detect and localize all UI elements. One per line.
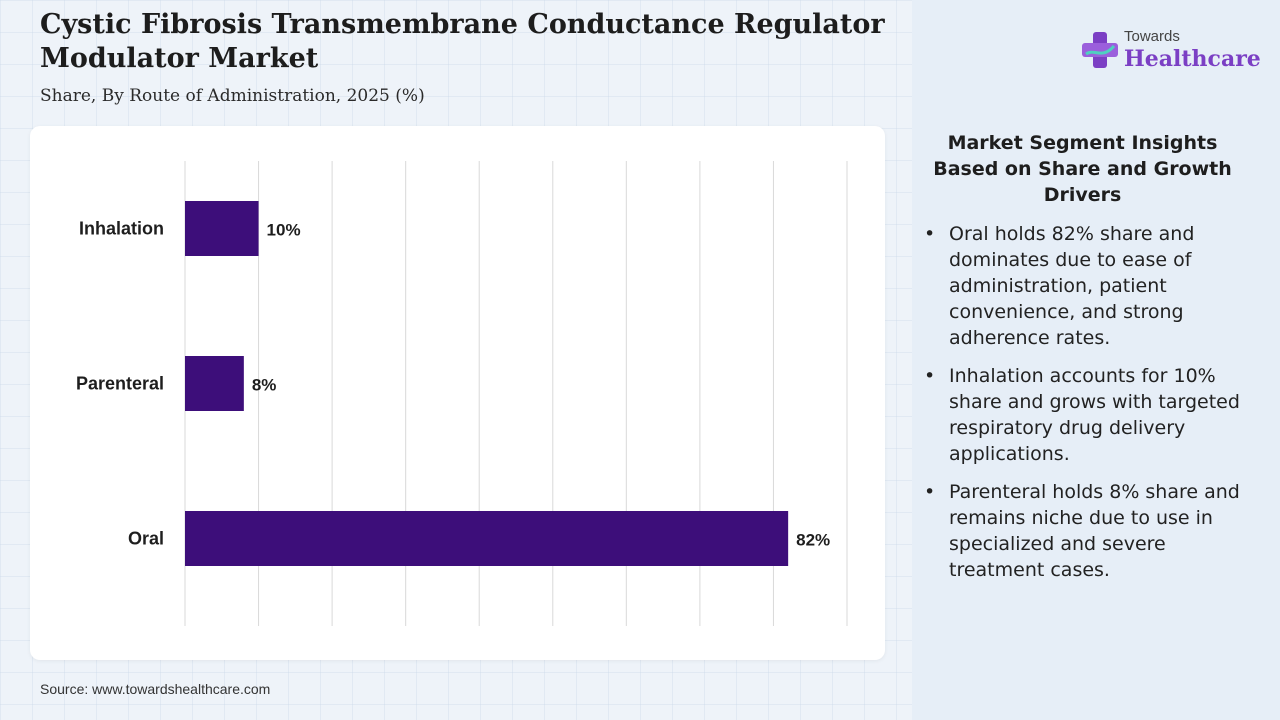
insights-panel-background xyxy=(912,0,1280,720)
insight-item-oral: Oral holds 82% share and dominates due t… xyxy=(924,221,1254,351)
data-label: 10% xyxy=(267,221,301,240)
logo: Towards Healthcare xyxy=(1080,26,1261,78)
insight-item-parenteral: Parenteral holds 8% share and remains ni… xyxy=(924,479,1254,583)
insights-list: Oral holds 82% share and dominates due t… xyxy=(924,221,1254,595)
bar-oral xyxy=(185,511,789,566)
logo-text-main: Healthcare xyxy=(1124,46,1261,72)
bar-inhalation xyxy=(185,201,259,256)
chart-card: Inhalation 10% Parenteral 8% Oral 82% xyxy=(30,126,885,660)
bar-chart: Inhalation 10% Parenteral 8% Oral 82% xyxy=(76,161,848,626)
data-label: 8% xyxy=(252,376,277,395)
category-label: Inhalation xyxy=(79,219,164,239)
insight-item-inhalation: Inhalation accounts for 10% share and gr… xyxy=(924,363,1254,467)
source-note: Source: www.towardshealthcare.com xyxy=(40,681,271,697)
page-title: Cystic Fibrosis Transmembrane Conductanc… xyxy=(40,9,885,74)
logo-text-top: Towards xyxy=(1124,28,1180,45)
medical-cross-icon xyxy=(1082,32,1118,68)
bar-parenteral xyxy=(185,356,244,411)
category-label: Parenteral xyxy=(76,374,164,394)
category-label: Oral xyxy=(128,529,164,549)
insights-title: Market Segment Insights Based on Share a… xyxy=(933,132,1232,206)
page-subtitle: Share, By Route of Administration, 2025 … xyxy=(40,86,425,106)
data-label: 82% xyxy=(796,531,830,550)
